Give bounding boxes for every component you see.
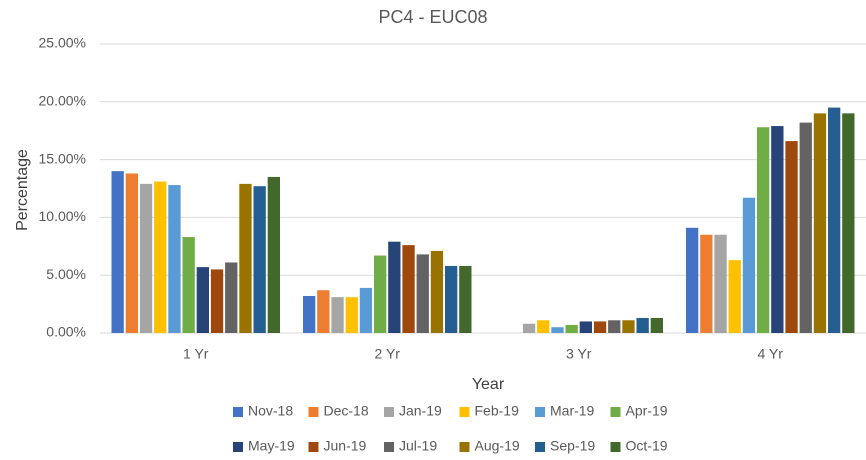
bar <box>771 126 784 334</box>
bar <box>303 296 316 333</box>
bar <box>253 186 266 333</box>
legend-swatch <box>535 407 545 417</box>
bar <box>551 327 564 333</box>
legend-swatch <box>535 442 545 452</box>
legend-label: Nov-18 <box>248 403 293 419</box>
legend-label: Sep-19 <box>550 438 595 454</box>
bar <box>239 183 252 333</box>
y-tick-label: 25.00% <box>39 35 86 51</box>
x-tick-label: 3 Yr <box>566 346 592 362</box>
legend-swatch <box>233 442 243 452</box>
legend-swatch <box>459 407 470 417</box>
y-tick-label: 10.00% <box>39 208 86 224</box>
legend-label: Apr-19 <box>626 403 668 419</box>
legend-swatch <box>308 407 319 417</box>
bar <box>374 255 387 333</box>
legend-label: May-19 <box>248 438 295 454</box>
bar <box>785 141 798 333</box>
bar <box>210 269 224 333</box>
bar <box>182 237 195 333</box>
bar <box>331 297 344 333</box>
legend-label: Mar-19 <box>550 403 595 419</box>
legend-label: Dec-18 <box>324 403 369 419</box>
bar <box>686 227 699 333</box>
bar <box>459 265 472 333</box>
y-axis-title: Percentage <box>14 149 31 231</box>
legend-label: Jan-19 <box>399 403 442 419</box>
legend-label: Feb-19 <box>475 403 520 419</box>
bar <box>813 113 827 333</box>
bar <box>416 254 429 333</box>
bar <box>522 323 536 333</box>
bar <box>799 122 812 333</box>
legend-label: Aug-19 <box>475 438 520 454</box>
bar <box>196 267 209 333</box>
y-tick-label: 20.00% <box>39 93 86 109</box>
legend-label: Jun-19 <box>324 438 367 454</box>
bar <box>700 234 713 333</box>
x-tick-label: 4 Yr <box>758 346 784 362</box>
bar <box>317 290 330 333</box>
bar <box>537 320 550 333</box>
legend-swatch <box>459 442 470 452</box>
bar <box>359 287 373 333</box>
y-tick-label: 5.00% <box>46 266 86 282</box>
bar <box>430 250 444 333</box>
bar <box>842 113 855 333</box>
bar <box>111 171 124 333</box>
bar <box>168 185 181 333</box>
x-axis-title: Year <box>472 376 505 393</box>
x-tick-label: 1 Yr <box>183 346 209 362</box>
y-tick-label: 15.00% <box>39 150 86 166</box>
bar <box>714 234 727 333</box>
bar <box>154 181 167 333</box>
bar <box>608 320 621 333</box>
bar <box>593 321 607 333</box>
legend-swatch <box>233 407 243 417</box>
bar <box>650 317 663 333</box>
x-tick-label: 2 Yr <box>375 346 401 362</box>
bar <box>757 127 770 334</box>
bar <box>742 197 756 333</box>
legend-swatch <box>384 407 394 417</box>
bar <box>225 262 238 333</box>
bar <box>402 245 415 333</box>
bar <box>267 176 280 333</box>
bar <box>828 107 841 333</box>
y-tick-label: 0.00% <box>46 324 86 340</box>
bar <box>636 317 649 333</box>
bar <box>445 265 458 333</box>
bar <box>565 324 578 333</box>
bar <box>622 320 635 333</box>
bar <box>579 321 592 333</box>
bar <box>728 260 741 333</box>
chart-title: PC4 - EUC08 <box>378 7 487 27</box>
bar <box>125 173 138 333</box>
legend-swatch <box>308 442 319 452</box>
legend-label: Jul-19 <box>399 438 437 454</box>
legend-swatch <box>610 442 621 452</box>
legend-swatch <box>384 442 394 452</box>
legend-label: Oct-19 <box>626 438 668 454</box>
bar <box>345 297 358 333</box>
legend-swatch <box>610 407 621 417</box>
bar <box>139 183 153 333</box>
bar <box>388 241 401 333</box>
